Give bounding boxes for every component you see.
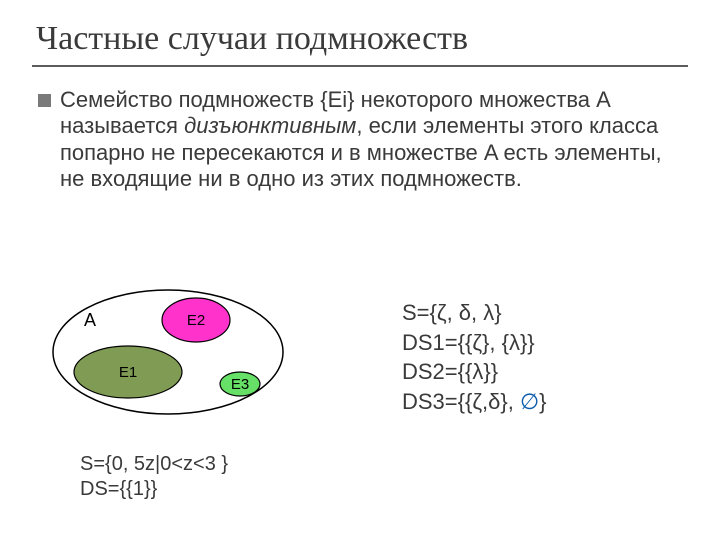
empty-set-symbol: ∅	[520, 389, 539, 414]
caption-line-1: S={0, 5z|0<z<3 }	[80, 452, 228, 477]
label-E2: E2	[187, 312, 205, 329]
eq-DS2: DS2={{λ}}	[402, 357, 547, 387]
equation-block: S={ζ, δ, λ} DS1={{ζ}, {λ}} DS2={{λ}} DS3…	[402, 298, 547, 417]
caption-line-2: DS={{1}}	[80, 477, 228, 502]
eq-DS3-pre: DS3={{ζ,δ},	[402, 389, 520, 414]
label-E1: E1	[119, 364, 137, 381]
slide-title: Частные случаи подмножеств	[36, 20, 468, 58]
eq-DS3: DS3={{ζ,δ}, ∅}	[402, 387, 547, 417]
diagram-caption: S={0, 5z|0<z<3 } DS={{1}}	[80, 452, 228, 502]
eq-DS1: DS1={{ζ}, {λ}}	[402, 328, 547, 358]
title-underline	[32, 65, 688, 67]
paragraph-italic: дизъюнктивным	[184, 113, 356, 138]
label-E3: E3	[231, 376, 249, 393]
body-paragraph: Семейство подмножеств {Ei} некоторого мн…	[60, 87, 680, 193]
eq-DS3-post: }	[539, 389, 546, 414]
venn-diagram: E1 E2 E3	[30, 280, 310, 430]
bullet-icon	[38, 94, 51, 107]
eq-S: S={ζ, δ, λ}	[402, 298, 547, 328]
label-A: A	[84, 310, 96, 331]
